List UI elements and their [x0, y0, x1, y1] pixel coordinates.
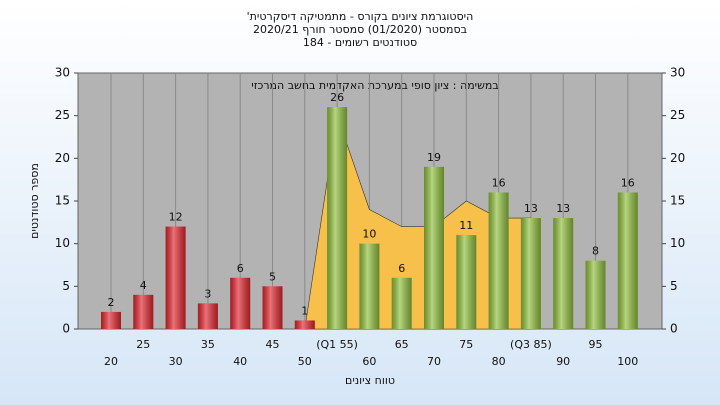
- bar-shade: [327, 107, 348, 329]
- x-tick-label: (Q1 55): [316, 338, 358, 351]
- x-tick-label: 95: [589, 338, 603, 351]
- subtitle: סטודנטים רשומים - 184: [303, 36, 417, 49]
- y-axis-label: מספר סטודנטים: [28, 163, 41, 239]
- y2-tick-label: 15: [670, 194, 685, 208]
- annotation: במשימה : ציון סופי במערכת האקדמית בחשב ה…: [251, 79, 499, 92]
- value-label: 16: [492, 176, 506, 189]
- value-label: 19: [427, 151, 441, 164]
- y2-tick-label: 5: [670, 279, 678, 293]
- x-tick-label: 60: [362, 355, 376, 368]
- x-tick-label: 90: [556, 355, 570, 368]
- x-tick-label: 50: [298, 355, 312, 368]
- chart-title: 'היסטוגרמת ציונים בקורס - מתמטיקה דיסקרט…: [247, 10, 474, 23]
- x-tick-label: 35: [201, 338, 215, 351]
- x-tick-label: 20: [104, 355, 118, 368]
- bar-shade: [230, 277, 251, 329]
- y-tick-label: 25: [55, 108, 70, 122]
- y2-tick-label: 10: [670, 236, 685, 250]
- bar-shade: [424, 166, 444, 329]
- x-axis-label: טווח ציונים: [345, 374, 395, 387]
- x-tick-label: 65: [395, 338, 409, 351]
- value-label: 26: [330, 91, 344, 104]
- bar-shade: [456, 235, 477, 329]
- y2-tick-label: 20: [670, 151, 685, 165]
- bar-shade: [520, 218, 541, 329]
- bar-shade: [553, 218, 574, 329]
- subtitle: בסמסטר (01/2020) סמסטר חורף 2020/21: [253, 23, 467, 36]
- y2-tick-label: 25: [670, 108, 685, 122]
- value-label: 5: [269, 270, 276, 283]
- x-tick-label: 30: [169, 355, 183, 368]
- value-label: 2: [108, 296, 115, 309]
- bar-shade: [359, 243, 380, 329]
- bar-shade: [165, 226, 186, 329]
- y2-tick-label: 0: [670, 322, 678, 336]
- value-label: 6: [398, 262, 405, 275]
- bar-shade: [262, 286, 283, 329]
- bar-shade: [488, 192, 509, 329]
- value-label: 11: [459, 219, 473, 232]
- value-label: 3: [204, 287, 211, 300]
- x-tick-label: 45: [266, 338, 280, 351]
- y-tick-label: 5: [62, 279, 70, 293]
- bar-shade: [585, 260, 606, 329]
- x-tick-label: 100: [617, 355, 638, 368]
- x-tick-label: 25: [136, 338, 150, 351]
- y-tick-label: 20: [55, 151, 70, 165]
- bar-shade: [197, 303, 218, 329]
- y-tick-label: 15: [55, 194, 70, 208]
- x-tick-label: 80: [492, 355, 506, 368]
- value-label: 13: [556, 202, 570, 215]
- x-tick-label: 40: [233, 355, 247, 368]
- bar-shade: [133, 294, 154, 329]
- bar-shade: [294, 320, 315, 329]
- y-tick-label: 10: [55, 236, 70, 250]
- value-label: 8: [592, 245, 599, 258]
- value-label: 4: [140, 279, 147, 292]
- value-label: 13: [524, 202, 538, 215]
- y2-tick-label: 30: [670, 66, 685, 80]
- value-label: 6: [237, 262, 244, 275]
- bar-shade: [101, 311, 121, 329]
- y-tick-label: 30: [55, 66, 70, 80]
- value-label: 1: [301, 304, 308, 317]
- bar-shade: [391, 277, 412, 329]
- value-label: 12: [169, 211, 183, 224]
- bar-shade: [617, 192, 638, 329]
- value-label: 10: [362, 228, 376, 241]
- x-tick-label: 75: [459, 338, 473, 351]
- value-label: 16: [621, 176, 635, 189]
- y-tick-label: 0: [62, 322, 70, 336]
- x-tick-label: (Q3 85): [510, 338, 552, 351]
- x-tick-label: 70: [427, 355, 441, 368]
